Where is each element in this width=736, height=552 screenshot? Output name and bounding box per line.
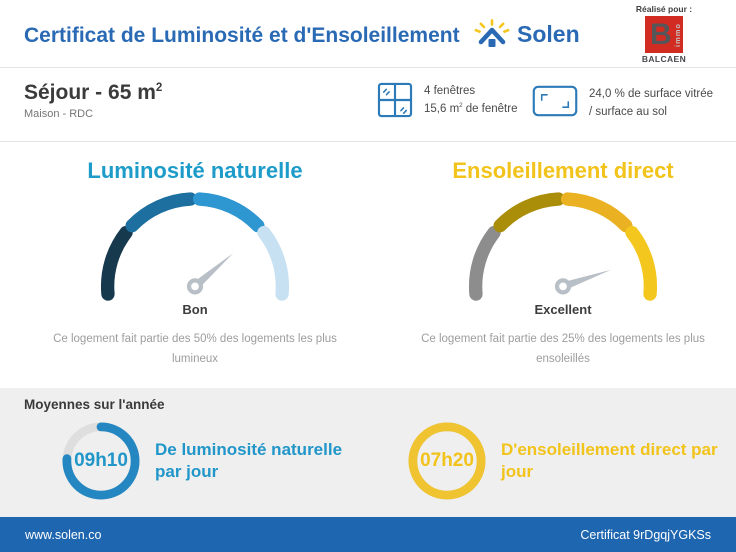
sunshine-hours-value: 07h20 <box>420 450 474 471</box>
glazed-surface-icon <box>532 85 578 117</box>
luminosity-description: Ce logement fait partie des 50% des loge… <box>53 333 337 365</box>
room-info-row: Séjour - 65 m2 Maison - RDC 4 fenêtres 1… <box>0 69 736 142</box>
sunshine-average-label: D'ensoleillement direct par jour <box>501 439 718 481</box>
header: Certificat de Luminosité et d'Ensoleille… <box>0 0 736 68</box>
balcaen-logo: B immo <box>645 16 683 53</box>
solen-house-sun-icon <box>474 19 510 47</box>
partner-block: Réalisé pour : B immo BALCAEN <box>616 4 712 64</box>
realise-pour-label: Réalisé pour : <box>635 4 693 14</box>
window-icon <box>377 82 413 118</box>
windows-size: 15,6 m2 de fenêtre <box>424 101 518 115</box>
luminosity-rating: Bon <box>182 302 208 317</box>
sunshine-gauge-block: Ensoleillement direct Excellent Ce logem… <box>390 142 736 388</box>
luminosity-average-stat: 09h10 De luminosité naturelle par jour <box>62 422 373 500</box>
luminosity-gauge <box>100 192 290 301</box>
certificate-id: Certificat 9rDgqjYGKSs <box>580 527 711 542</box>
luminosity-ring-wrap: 09h10 <box>62 422 140 500</box>
website-link[interactable]: www.solen.co <box>25 527 102 542</box>
room-identity: Séjour - 65 m2 Maison - RDC <box>24 81 162 120</box>
glazing-text: 24,0 % de surface vitrée / surface au so… <box>589 85 713 122</box>
luminosity-gauge-block: Luminosité naturelle Bon Ce logement fai… <box>0 142 390 388</box>
sunshine-progress-ring <box>408 422 486 500</box>
gauges-section: Luminosité naturelle Bon Ce logement fai… <box>0 142 736 388</box>
luminosity-title: Luminosité naturelle <box>87 158 303 183</box>
windows-info: 4 fenêtres 15,6 m2 de fenêtre <box>377 82 517 119</box>
sunshine-rating: Excellent <box>534 302 592 317</box>
room-title: Séjour - 65 m2 <box>24 81 163 104</box>
footer: www.solen.co Certificat 9rDgqjYGKSs <box>0 517 736 552</box>
glazing-line2: / surface au sol <box>589 105 667 118</box>
solen-brand-name: Solen <box>517 20 580 47</box>
sunshine-average-stat: 07h20 D'ensoleillement direct par jour <box>408 422 719 500</box>
glazing-line1: 24,0 % de surface vitrée <box>589 88 714 100</box>
page-title: Certificat de Luminosité et d'Ensoleille… <box>24 24 460 47</box>
windows-count: 4 fenêtres <box>424 85 476 97</box>
windows-text: 4 fenêtres 15,6 m2 de fenêtre <box>424 82 517 119</box>
luminosity-average-label: De luminosité naturelle par jour <box>155 439 343 481</box>
sunshine-gauge <box>468 192 658 301</box>
averages-panel: Moyennes sur l'année 09h10 De luminosité… <box>0 388 736 517</box>
averages-title: Moyennes sur l'année <box>24 397 165 412</box>
sunshine-title: Ensoleillement direct <box>452 158 674 183</box>
balcaen-logo-immo: immo <box>673 22 682 47</box>
sunshine-ring-wrap: 07h20 <box>408 422 486 500</box>
sunshine-description: Ce logement fait partie des 25% des loge… <box>421 333 705 365</box>
luminosity-hours-value: 09h10 <box>74 450 128 471</box>
balcaen-logo-letter: B <box>650 18 672 51</box>
solen-brand: Solen <box>474 19 580 49</box>
glazing-info: 24,0 % de surface vitrée / surface au so… <box>532 85 713 122</box>
luminosity-progress-ring <box>62 422 140 500</box>
room-subtitle: Maison - RDC <box>24 108 94 120</box>
balcaen-logo-name: BALCAEN <box>641 54 687 64</box>
